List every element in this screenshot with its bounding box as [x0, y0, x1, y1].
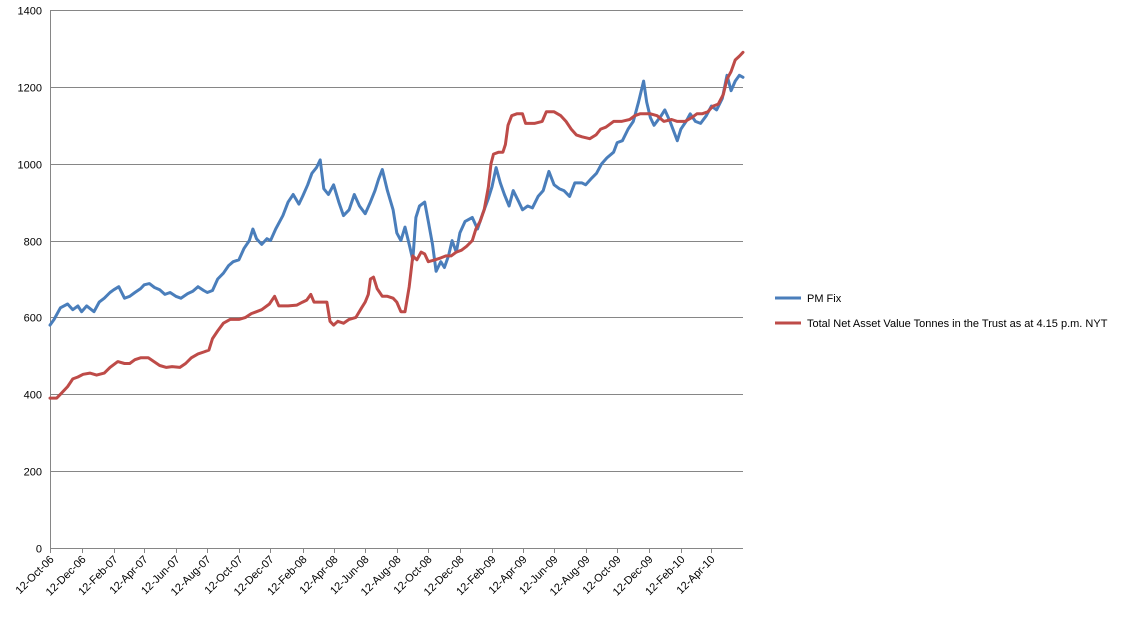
gridlines	[50, 10, 743, 472]
x-axis-tick-labels: 12-Oct-0612-Dec-0612-Feb-0712-Apr-0712-J…	[14, 554, 718, 599]
y-tick-label: 1200	[18, 83, 42, 95]
y-tick-label: 400	[24, 390, 42, 402]
y-tick-label: 1000	[18, 160, 42, 172]
legend: PM Fix Total Net Asset Value Tonnes in th…	[775, 293, 1108, 330]
series-lines	[48, 50, 745, 400]
y-tick-label: 200	[24, 467, 42, 479]
legend-label: PM Fix	[807, 293, 842, 305]
legend-label: Total Net Asset Value Tonnes in the Trus…	[807, 318, 1108, 330]
axes	[50, 10, 743, 553]
y-tick-label: 800	[24, 237, 42, 249]
y-axis-tick-labels: 0 200 400 600 800 1000 1200 1400	[18, 6, 42, 556]
y-tick-label: 600	[24, 313, 42, 325]
series-line-1	[48, 50, 745, 400]
y-tick-label: 0	[36, 544, 42, 556]
y-tick-label: 1400	[18, 6, 42, 18]
series-line-0	[48, 73, 745, 327]
